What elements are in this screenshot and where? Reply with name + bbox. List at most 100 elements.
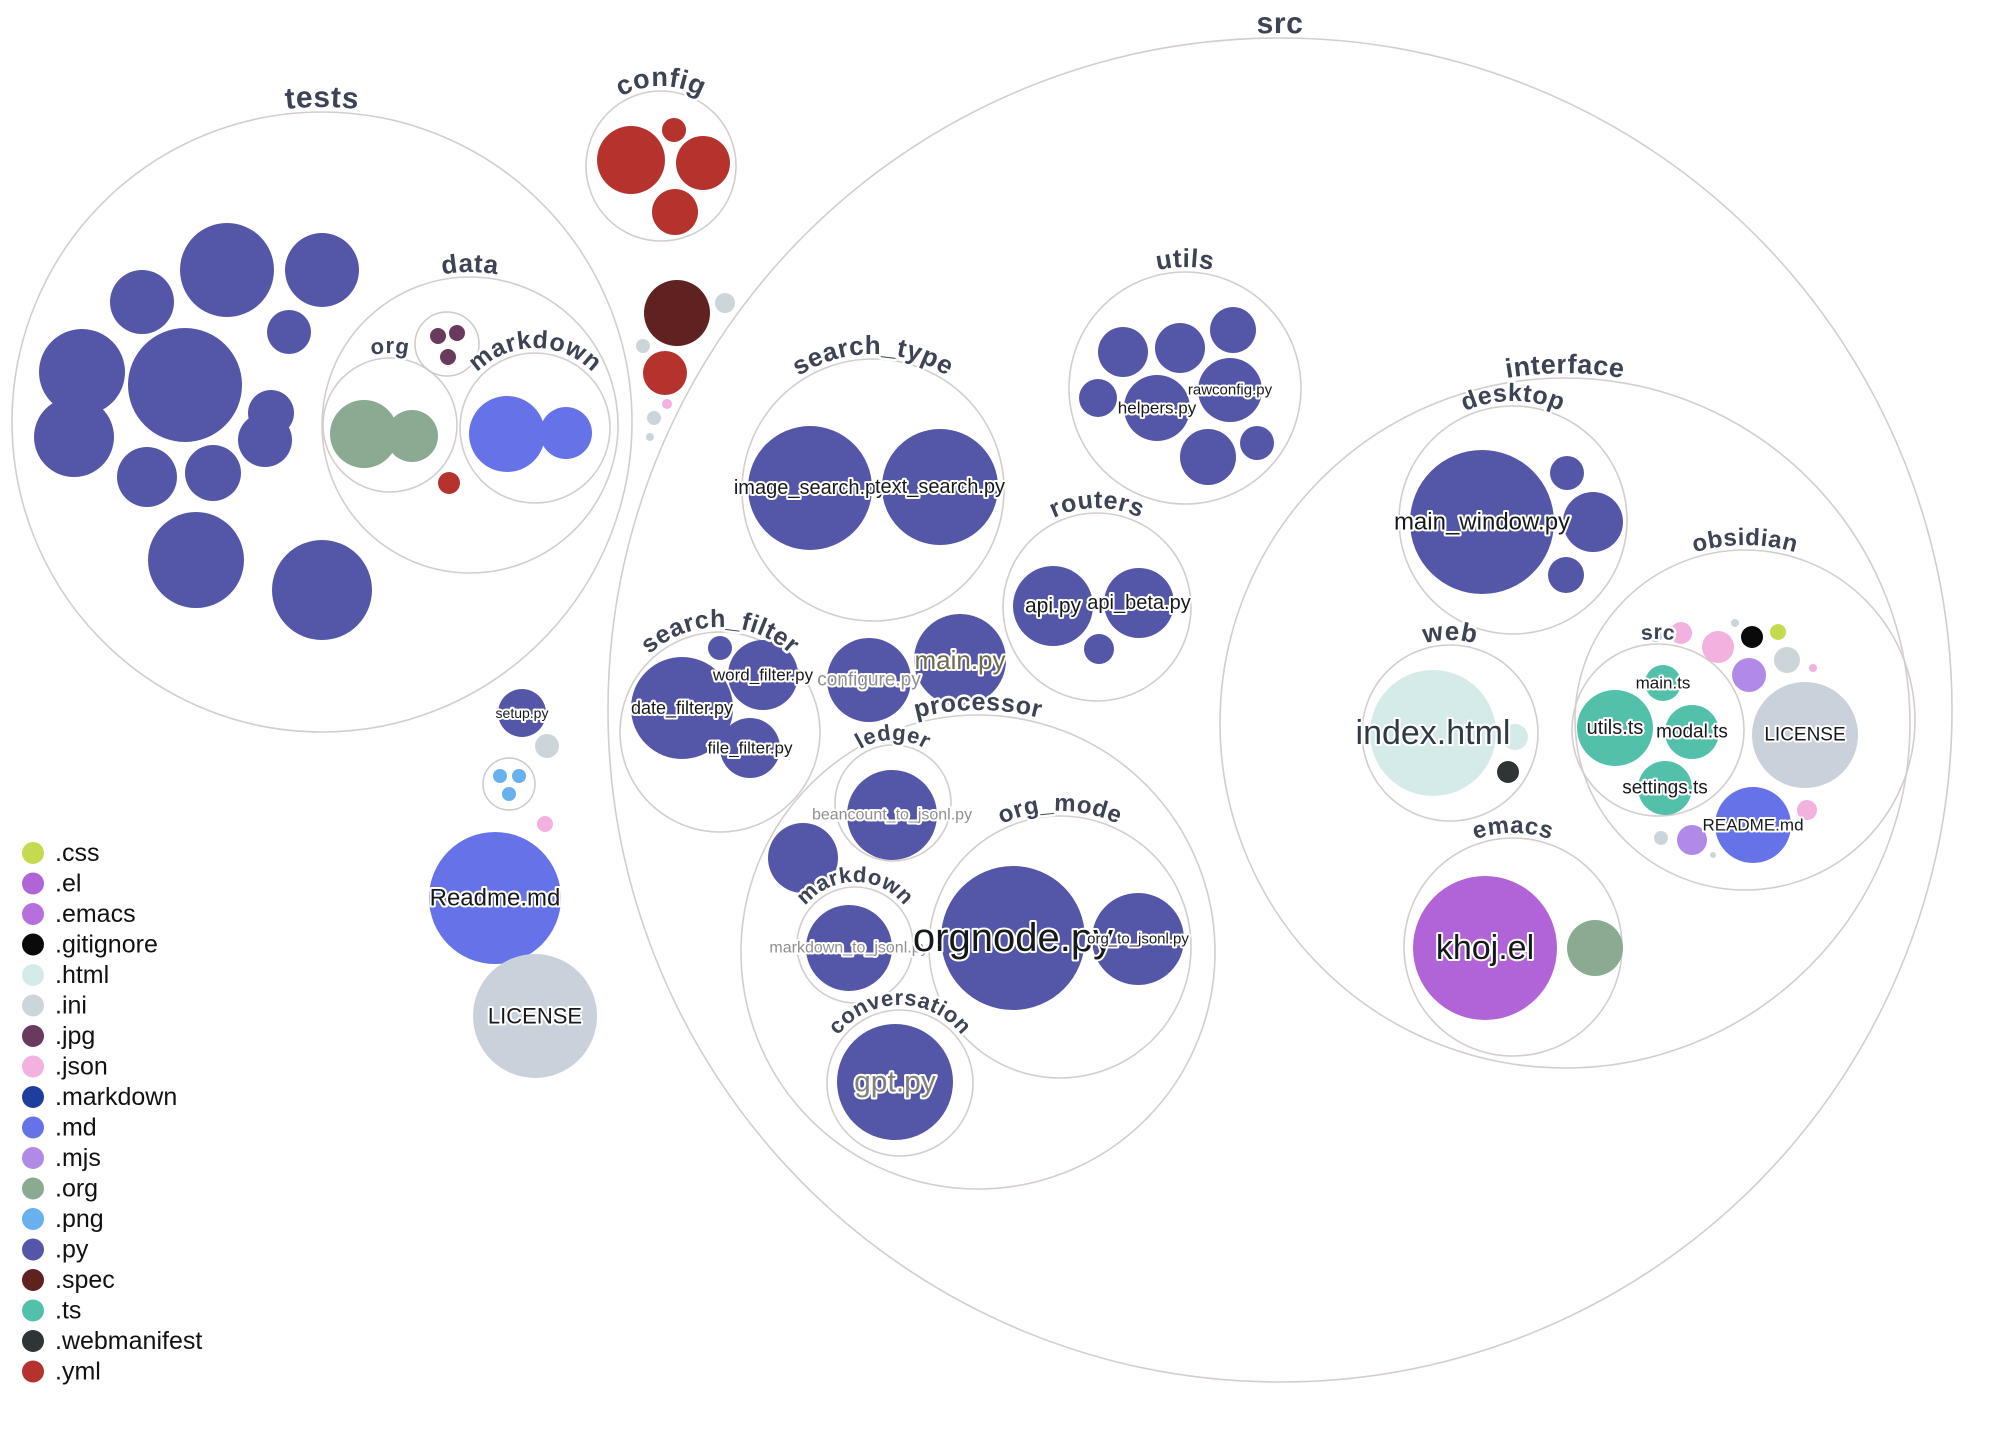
file-circle-org-to-jsonl-py[interactable] <box>1092 893 1184 985</box>
file-circle-root-ini-c[interactable] <box>647 411 661 425</box>
file-circle-utils-py-3[interactable] <box>1210 307 1256 353</box>
file-circle-tests-py-9[interactable] <box>117 447 177 507</box>
file-circle-config-yml-1[interactable] <box>597 126 665 194</box>
file-circle-root-json-b[interactable] <box>537 816 553 832</box>
file-circle-word-filter-py[interactable] <box>728 640 798 710</box>
file-circle-utils-ts[interactable] <box>1577 690 1653 766</box>
file-circle-config-yml-3[interactable] <box>676 136 730 190</box>
file-circle-root-png-1[interactable] <box>493 769 507 783</box>
file-circle-obsidian-ini-3[interactable] <box>1654 831 1668 845</box>
file-circle-configure-py[interactable] <box>827 638 911 722</box>
file-circle-modal-ts[interactable] <box>1665 705 1719 759</box>
folder-circle-conversation[interactable] <box>826 1009 974 1157</box>
file-circle-image-search-py[interactable] <box>748 426 872 550</box>
folder-circle-utils[interactable] <box>1068 271 1302 505</box>
folder-circle-org-mode[interactable] <box>928 815 1192 1079</box>
file-circle-obsidian-ini-4[interactable] <box>1710 852 1716 858</box>
file-circle-rawconfig-py[interactable] <box>1198 358 1262 422</box>
file-circle-file-filter-py[interactable] <box>720 718 780 778</box>
file-circle-helpers-py[interactable] <box>1124 375 1190 441</box>
file-circle-markdown-to-jsonl-py[interactable] <box>806 905 892 991</box>
folder-circle-routers[interactable] <box>1002 512 1192 702</box>
folder-circle-processor[interactable] <box>740 714 1216 1190</box>
folder-circle-config[interactable] <box>585 90 737 242</box>
folder-circle-data-jpg-group[interactable] <box>414 311 480 377</box>
file-circle-khoj-el[interactable] <box>1413 876 1557 1020</box>
file-circle-tests-py-11[interactable] <box>238 413 292 467</box>
file-circle-main-window-py[interactable] <box>1410 450 1554 594</box>
file-circle-index-html[interactable] <box>1370 670 1496 796</box>
file-circle-tests-py-10[interactable] <box>185 445 241 501</box>
file-circle-tests-py-8[interactable] <box>34 397 114 477</box>
folder-circle-obsidian-src[interactable] <box>1571 643 1745 817</box>
file-circle-readme-md[interactable] <box>429 832 561 964</box>
file-circle-data-md-1[interactable] <box>469 396 545 472</box>
file-circle-obsidian-gitignore[interactable] <box>1741 626 1763 648</box>
file-circle-web-webmanifest[interactable] <box>1497 761 1519 783</box>
file-circle-root-json-a[interactable] <box>662 399 672 409</box>
file-circle-license-obsidian[interactable] <box>1752 682 1858 788</box>
folder-circle-desktop[interactable] <box>1398 405 1628 635</box>
folder-circle-search-filter[interactable] <box>619 631 821 833</box>
file-circle-data-org-1[interactable] <box>330 400 398 468</box>
file-circle-root-ini-d[interactable] <box>646 433 654 441</box>
file-circle-obsidian-css[interactable] <box>1770 624 1786 640</box>
file-circle-obsidian-json-3[interactable] <box>1809 664 1817 672</box>
file-circle-desktop-py-3[interactable] <box>1548 557 1584 593</box>
file-circle-data-jpg-3[interactable] <box>440 349 456 365</box>
file-circle-gpt-py[interactable] <box>837 1024 953 1140</box>
file-circle-orgnode-py[interactable] <box>941 866 1085 1010</box>
file-circle-emacs-org-1[interactable] <box>1567 920 1623 976</box>
file-circle-tests-py-1[interactable] <box>110 270 174 334</box>
file-circle-readme-obsidian[interactable] <box>1715 787 1791 863</box>
file-circle-obsidian-json-1[interactable] <box>1670 622 1692 644</box>
file-circle-date-filter-py[interactable] <box>631 657 733 759</box>
file-circle-data-jpg-2[interactable] <box>449 325 465 341</box>
folder-circle-interface[interactable] <box>1219 377 1911 1069</box>
file-circle-tests-py-13[interactable] <box>272 540 372 640</box>
file-circle-root-png-2[interactable] <box>512 769 526 783</box>
folder-circle-src[interactable] <box>607 37 1953 1383</box>
file-circle-tests-py-12[interactable] <box>148 512 244 608</box>
file-circle-tests-py-3[interactable] <box>285 233 359 307</box>
folder-circle-data[interactable] <box>321 276 619 574</box>
folder-circle-ledger[interactable] <box>834 744 952 862</box>
folder-circle-proc-markdown[interactable] <box>796 886 914 1004</box>
folder-circle-obsidian[interactable] <box>1574 549 1916 891</box>
file-circle-routers-py-1[interactable] <box>1084 634 1114 664</box>
file-circle-obsidian-png-1[interactable] <box>1650 630 1662 642</box>
folder-circle-web[interactable] <box>1361 644 1539 822</box>
file-circle-obsidian-json-4[interactable] <box>1797 800 1817 820</box>
file-circle-processor-py-1[interactable] <box>768 823 838 893</box>
folder-circle-data-markdown[interactable] <box>459 352 611 504</box>
file-circle-web-html-1[interactable] <box>1502 724 1528 750</box>
file-circle-tests-py-2[interactable] <box>180 223 274 317</box>
folder-circle-search-type[interactable] <box>741 358 1005 622</box>
file-circle-data-yml-1[interactable] <box>438 472 460 494</box>
file-circle-data-jpg-1[interactable] <box>430 328 446 344</box>
file-circle-data-org-2[interactable] <box>386 410 438 462</box>
file-circle-utils-py-2[interactable] <box>1155 323 1205 373</box>
file-circle-obsidian-mjs-1[interactable] <box>1732 658 1766 692</box>
file-circle-root-ini-e[interactable] <box>535 734 559 758</box>
folder-circle-data-org[interactable] <box>322 357 458 493</box>
file-circle-setup-py[interactable] <box>498 689 546 737</box>
file-circle-config-yml-2[interactable] <box>662 118 686 142</box>
file-circle-search-filter-py-1[interactable] <box>708 636 732 660</box>
file-circle-license-root[interactable] <box>473 954 597 1078</box>
file-circle-settings-ts[interactable] <box>1638 761 1692 815</box>
file-circle-obsidian-mjs-2[interactable] <box>1677 825 1707 855</box>
file-circle-obsidian-ini-1[interactable] <box>1731 619 1739 627</box>
file-circle-api-py[interactable] <box>1013 566 1093 646</box>
file-circle-tests-py-5[interactable] <box>128 328 242 442</box>
file-circle-root-ini-a[interactable] <box>715 293 735 313</box>
file-circle-utils-py-6[interactable] <box>1240 426 1274 460</box>
file-circle-beancount-to-jsonl-py[interactable] <box>847 770 937 860</box>
file-circle-text-search-py[interactable] <box>882 429 998 545</box>
file-circle-main-py[interactable] <box>914 614 1006 706</box>
file-circle-root-spec[interactable] <box>644 280 710 346</box>
file-circle-desktop-py-1[interactable] <box>1550 456 1584 490</box>
file-circle-data-md-2[interactable] <box>540 407 592 459</box>
file-circle-root-yml[interactable] <box>643 351 687 395</box>
file-circle-utils-py-1[interactable] <box>1098 327 1148 377</box>
